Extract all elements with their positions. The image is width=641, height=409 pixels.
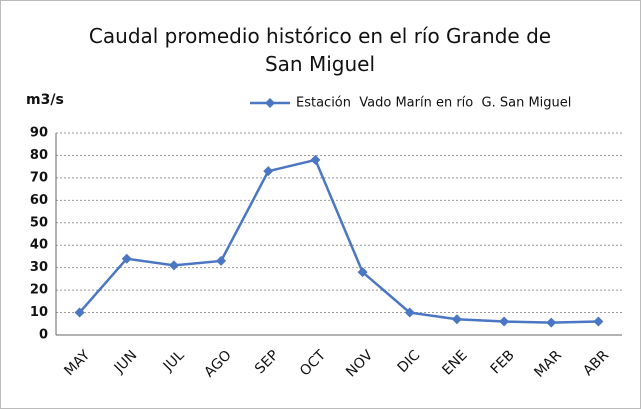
- point: [74, 307, 85, 318]
- x-tick-label: DIC: [395, 347, 424, 376]
- x-tick-label: SEP: [252, 347, 282, 377]
- x-tick-label: NOV: [343, 347, 376, 380]
- x-tick-label: MAR: [531, 347, 565, 381]
- y-tick-label: 70: [30, 170, 48, 185]
- legend-label: Estación Vado Marín en río G. San Miguel: [296, 96, 571, 111]
- point: [263, 166, 274, 177]
- y-tick-label: 0: [39, 328, 48, 343]
- point: [499, 316, 510, 327]
- y-tick-label: 90: [30, 126, 48, 141]
- chart-title: Caudal promedio histórico en el río Gran…: [88, 24, 552, 76]
- point: [168, 260, 179, 271]
- x-tick-label: JUN: [111, 347, 141, 377]
- series-line: [78, 158, 599, 324]
- point: [546, 317, 557, 328]
- x-tick-label: ABR: [580, 347, 612, 379]
- point: [357, 267, 368, 278]
- y-tick-label: 40: [30, 238, 48, 253]
- point: [121, 253, 132, 264]
- y-tick-label: 20: [30, 283, 48, 298]
- legend-marker: [265, 98, 275, 108]
- y-tick-label: 50: [30, 215, 48, 230]
- point: [310, 154, 321, 165]
- y-tick-label: 30: [30, 260, 48, 275]
- y-tick-label: 10: [30, 305, 48, 320]
- point: [216, 255, 227, 266]
- x-tick-label: AGO: [201, 347, 234, 380]
- y-tick-label: 60: [30, 193, 48, 208]
- y-tick-label: 80: [30, 148, 48, 163]
- x-tick-label: FEB: [488, 347, 518, 377]
- point: [451, 314, 462, 325]
- x-tick-label: OCT: [297, 347, 329, 379]
- x-tick-label: ENE: [439, 347, 470, 378]
- point: [404, 307, 415, 318]
- point: [593, 316, 604, 327]
- x-tick-label: JUL: [160, 347, 188, 375]
- x-tick-label: MAY: [61, 347, 93, 379]
- y-axis-label: m3/s: [26, 92, 64, 108]
